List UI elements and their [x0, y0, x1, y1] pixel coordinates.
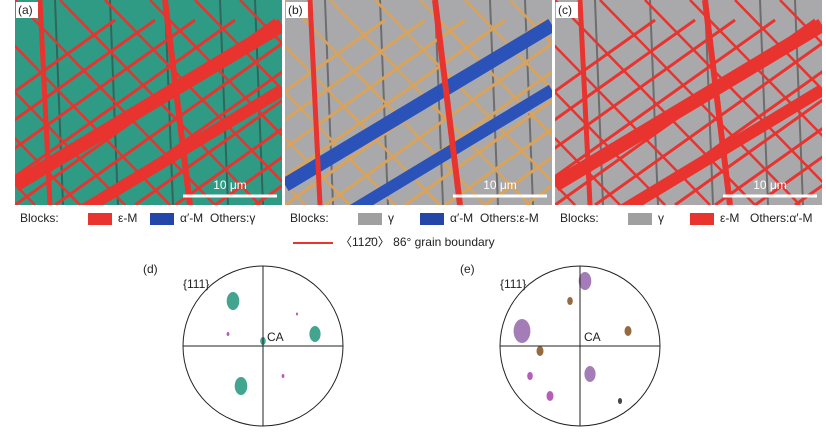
pole-cluster [584, 366, 596, 382]
plane-label: {111} [500, 277, 526, 291]
thin-band [555, 18, 696, 122]
thin-band [444, 127, 552, 205]
thin-band [484, 155, 552, 205]
scale-bar-label: 10 μm [753, 178, 787, 192]
pole-cluster [527, 372, 533, 380]
legend-others: Others:α′-M [750, 211, 813, 225]
thin-band [134, 98, 282, 205]
pole-cluster [295, 312, 299, 316]
thin-band [404, 98, 552, 205]
legend-swatch [88, 213, 112, 225]
thin-band [15, 18, 236, 179]
major-band [15, 18, 282, 192]
thin-band [15, 90, 126, 205]
pole-cluster [281, 374, 285, 378]
thin-band [594, 41, 822, 205]
legend-others: Others:γ [210, 211, 255, 225]
pole-cluster [513, 319, 531, 343]
thin-band [555, 18, 656, 93]
legend-swatch [358, 213, 382, 225]
thin-band [324, 41, 552, 205]
thin-band [754, 155, 822, 205]
major-band [702, 0, 733, 205]
major-band [577, 0, 593, 205]
legend-swatch [690, 213, 714, 225]
legend-label: α′-M [450, 211, 473, 225]
plane-label: {111} [183, 277, 209, 291]
thin-band [285, 18, 506, 179]
scale-bar-label: 10 μm [213, 178, 247, 192]
legend-prefix: Blocks: [20, 211, 59, 225]
major-band [162, 0, 193, 205]
pole-cluster [567, 297, 573, 305]
center-label: CA [584, 330, 601, 344]
panel-label: (a) [18, 3, 33, 17]
pole-cluster [624, 326, 632, 336]
scale-bar-label: 10 μm [483, 178, 517, 192]
legend-swatch [150, 213, 174, 225]
legend-label: ε-M [118, 211, 137, 225]
panel-label: (d) [143, 262, 158, 276]
legend-swatch [420, 213, 444, 225]
pole-cluster [546, 391, 554, 401]
thin-band [15, 18, 116, 93]
legend-prefix: Blocks: [290, 211, 329, 225]
major-band [619, 84, 822, 205]
thin-band [644, 0, 822, 184]
major-band [349, 84, 552, 205]
panel-label: (c) [558, 3, 572, 17]
legend-prefix: Blocks: [560, 211, 599, 225]
center-label: CA [267, 330, 284, 344]
legend-label: α′-M [180, 211, 203, 225]
pole-cluster [578, 272, 592, 290]
thin-band [54, 41, 282, 205]
thin-band [174, 127, 282, 205]
major-band [307, 0, 323, 205]
panel-label: (e) [460, 262, 475, 276]
pole-cluster [617, 398, 623, 404]
thin-band [214, 155, 282, 205]
thin-band [464, 0, 552, 91]
thin-band [555, 90, 666, 205]
thin-band [555, 18, 776, 179]
thin-band [714, 127, 822, 205]
pole-cluster [226, 292, 240, 310]
panel-label: (b) [288, 3, 303, 17]
legend-others: Others:ε-M [480, 211, 539, 225]
thin-band [674, 98, 822, 205]
major-band [79, 84, 282, 205]
legend-label: ε-M [720, 211, 739, 225]
major-band [285, 18, 552, 192]
thin-band [104, 0, 282, 184]
thin-band [285, 18, 466, 150]
panel-label-bg [286, 2, 308, 18]
pole-cluster [234, 377, 248, 395]
thin-band [734, 0, 822, 91]
micrograph [15, 0, 282, 205]
pole-cluster [536, 346, 544, 356]
major-band [555, 18, 822, 192]
legend-swatch [628, 213, 652, 225]
legend-label: γ [388, 211, 394, 225]
panel-label-bg [556, 2, 578, 18]
micrograph [555, 0, 822, 205]
thin-band [374, 0, 552, 184]
thin-band [555, 18, 736, 150]
boundary-label: 〈112̄0〉 86° grain boundary [340, 235, 495, 249]
pole-cluster [226, 332, 230, 336]
thin-band [15, 18, 156, 122]
pole-cluster [309, 326, 321, 342]
thin-band [285, 18, 386, 93]
thin-band [194, 0, 282, 91]
major-band [37, 0, 53, 205]
legend-label: γ [658, 211, 664, 225]
thin-band [285, 90, 396, 205]
micrograph [285, 0, 552, 205]
major-band [432, 0, 463, 205]
thin-band [285, 18, 426, 122]
panel-label-bg [16, 2, 38, 18]
thin-band [15, 18, 196, 150]
